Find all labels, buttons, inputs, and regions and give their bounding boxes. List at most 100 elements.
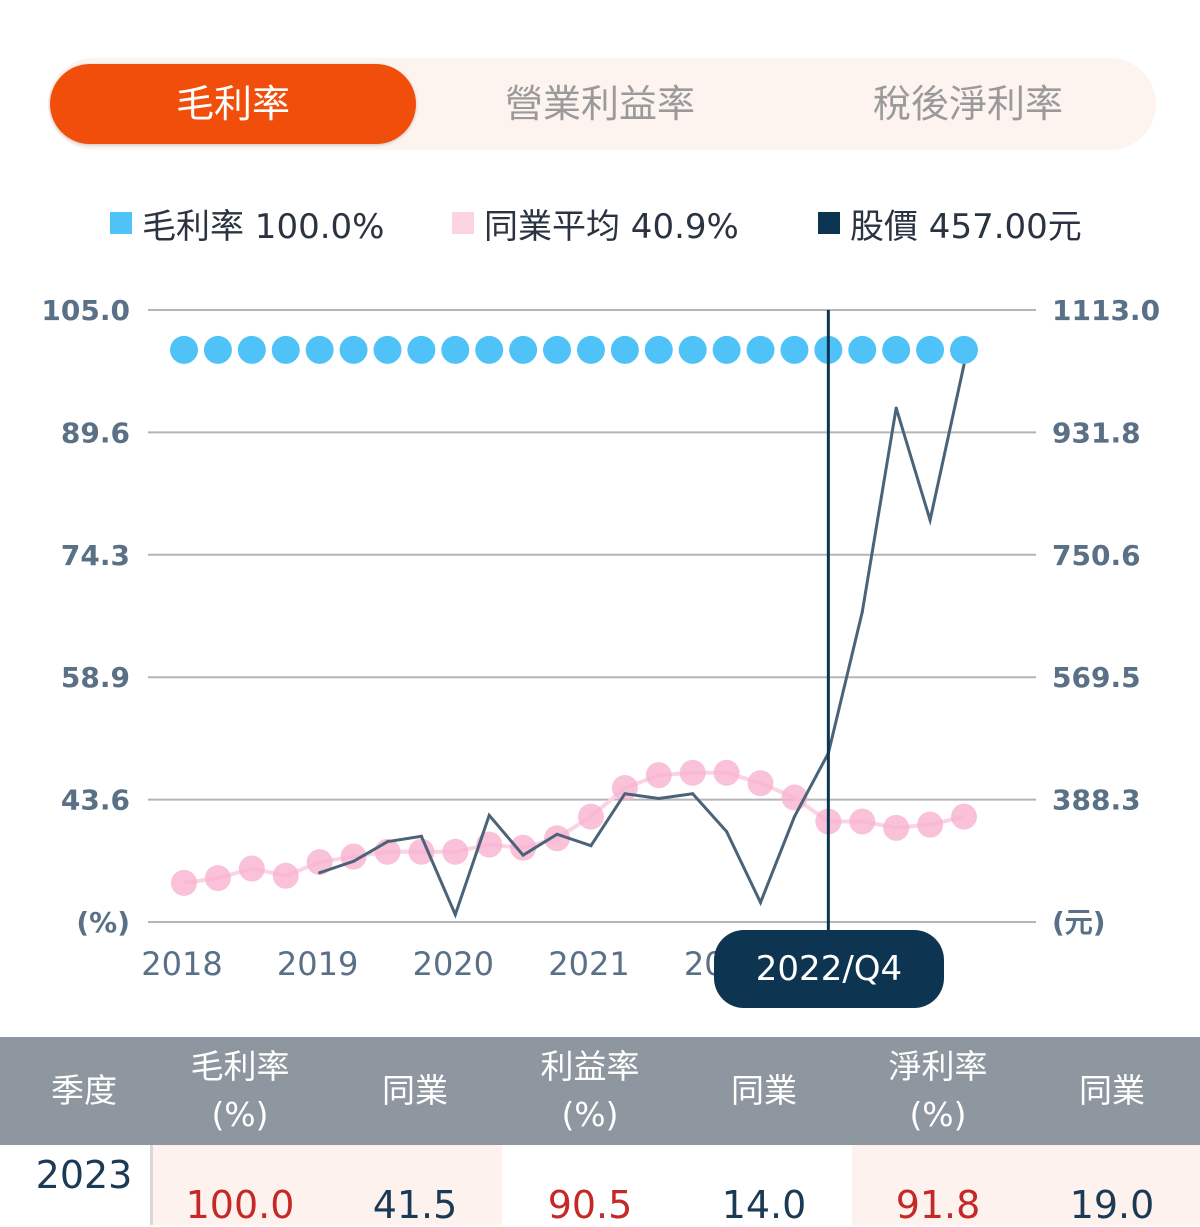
selected-period-tooltip: 2022/Q4 bbox=[714, 930, 944, 1008]
stock-price-point bbox=[318, 871, 322, 875]
stock-price-point bbox=[759, 900, 763, 904]
stock-price-point bbox=[623, 792, 627, 796]
column-header-text: (%) bbox=[211, 1095, 269, 1134]
y-right-tick-label: (元) bbox=[1052, 906, 1106, 939]
gross-margin-point bbox=[950, 335, 978, 364]
stock-price-point bbox=[962, 363, 966, 367]
peer-average-point bbox=[408, 838, 435, 865]
x-tick-label: 2021 bbox=[548, 945, 629, 983]
legend-stock-price: 股價 457.00元 bbox=[818, 198, 1082, 248]
gross-margin-point bbox=[339, 335, 368, 364]
peer-average-point bbox=[442, 838, 469, 865]
legend-label: 同業平均 40.9% bbox=[484, 206, 739, 247]
value-cell: 91.8 bbox=[895, 1183, 981, 1227]
column-divider bbox=[150, 1145, 153, 1225]
gross-margin-point bbox=[916, 335, 945, 364]
peer-average-point bbox=[951, 803, 977, 830]
column-header: 季度 bbox=[51, 1037, 117, 1145]
y-left-tick-label: 89.6 bbox=[61, 416, 130, 449]
tab-gross-margin[interactable]: 毛利率 bbox=[50, 64, 416, 144]
chart-legend: 毛利率 100.0% 同業平均 40.9% 股價 457.00元 bbox=[0, 198, 1200, 248]
value-cell: 41.5 bbox=[372, 1183, 458, 1227]
stock-price-point bbox=[385, 840, 389, 844]
peer-average-point bbox=[306, 849, 333, 876]
stock-price-point bbox=[521, 853, 525, 857]
peer-average-point bbox=[917, 811, 944, 838]
peer-average-point bbox=[611, 774, 638, 801]
y-right-tick-label: 931.8 bbox=[1052, 416, 1141, 449]
stock-price-point bbox=[352, 859, 356, 863]
stock-price-point bbox=[589, 844, 593, 848]
column-header: 淨利率 (%) bbox=[889, 1037, 988, 1145]
gross-margin-point bbox=[644, 335, 673, 364]
stock-price-point bbox=[487, 813, 491, 817]
peer-average-point bbox=[645, 762, 672, 789]
gross-margin-point bbox=[610, 335, 639, 364]
y-left-tick-label: 105.0 bbox=[41, 294, 130, 327]
value-cell: 90.5 bbox=[547, 1183, 633, 1227]
stock-price-point bbox=[419, 834, 423, 838]
value-cell: 100.0 bbox=[185, 1183, 295, 1227]
peer-average-point bbox=[544, 825, 571, 852]
table-row[interactable]: 2023 100.0 41.5 90.5 14.0 91.8 19.0 bbox=[0, 1145, 1200, 1227]
stock-price-point bbox=[792, 815, 796, 819]
gross-margin-point bbox=[543, 335, 572, 364]
stock-price-point bbox=[691, 792, 695, 796]
y-right-tick-label: 750.6 bbox=[1052, 539, 1141, 572]
column-header: 同業 bbox=[1079, 1037, 1145, 1145]
gross-margin-point bbox=[678, 335, 707, 364]
peer-average-point bbox=[747, 770, 774, 797]
gross-margin-point bbox=[305, 335, 334, 364]
column-header: 利益率 (%) bbox=[541, 1037, 640, 1145]
column-header-text: 同業 bbox=[1079, 1071, 1145, 1110]
stock-price-point bbox=[725, 830, 729, 834]
value-cell: 14.0 bbox=[721, 1183, 807, 1227]
column-header-text: 毛利率 bbox=[190, 1047, 290, 1086]
legend-swatch bbox=[110, 212, 132, 234]
y-left-tick-label: (%) bbox=[76, 906, 130, 939]
margin-chart[interactable]: 105.0 1113.0 89.6 931.8 74.3 750.6 58.9 569.5 43… bbox=[0, 0, 1200, 1030]
y-left-tick-label: 43.6 bbox=[61, 784, 130, 817]
gross-margin-point bbox=[509, 335, 538, 364]
tab-operating-margin[interactable]: 營業利益率 bbox=[504, 82, 695, 126]
gross-margin-point bbox=[441, 335, 470, 364]
value-cell: 19.0 bbox=[1069, 1183, 1155, 1227]
legend-gross-margin: 毛利率 100.0% bbox=[110, 198, 384, 248]
column-header-text: 同業 bbox=[731, 1071, 797, 1110]
peer-average-point bbox=[272, 862, 299, 889]
stock-price-point bbox=[894, 406, 898, 410]
stock-price-point bbox=[928, 518, 932, 522]
legend-swatch bbox=[818, 212, 840, 234]
gross-margin-point bbox=[848, 335, 877, 364]
gross-margin-point bbox=[373, 335, 402, 364]
stock-price-line bbox=[319, 364, 966, 919]
gross-margin-point bbox=[170, 335, 198, 364]
gross-margin-point bbox=[882, 335, 911, 364]
legend-label: 毛利率 100.0% bbox=[142, 206, 385, 247]
legend-peer-average: 同業平均 40.9% bbox=[452, 198, 739, 248]
x-tick-label: 2019 bbox=[277, 945, 358, 983]
gross-margin-point bbox=[746, 335, 775, 364]
peer-average-point bbox=[171, 869, 197, 896]
y-left-tick-label: 74.3 bbox=[61, 539, 130, 572]
y-right-tick-label: 569.5 bbox=[1052, 661, 1141, 694]
column-header-text: 季度 bbox=[51, 1071, 117, 1110]
column-header: 同業 bbox=[731, 1037, 797, 1145]
gross-margin-point bbox=[203, 335, 232, 364]
stock-price-point bbox=[860, 610, 864, 614]
gross-margin-point bbox=[407, 335, 436, 364]
column-header-text: 同業 bbox=[382, 1071, 448, 1110]
table-header: 季度 毛利率 (%) 同業 利益率 (%) 同業 淨利率 (%) 同業 bbox=[0, 1037, 1200, 1145]
legend-swatch bbox=[452, 212, 474, 234]
x-tick-label: 2018 bbox=[141, 945, 222, 983]
metric-tabs: 毛利率 營業利益率 稅後淨利率 bbox=[48, 58, 1156, 150]
peer-average-point bbox=[510, 834, 537, 861]
y-left-tick-label: 58.9 bbox=[61, 661, 130, 694]
gross-margin-point bbox=[576, 335, 605, 364]
gross-margin-point bbox=[712, 335, 741, 364]
y-right-tick-label: 1113.0 bbox=[1052, 294, 1160, 327]
peer-average-point bbox=[679, 759, 706, 786]
stock-price-point bbox=[555, 832, 559, 836]
tab-net-margin[interactable]: 稅後淨利率 bbox=[872, 82, 1063, 126]
x-tick-label: 2020 bbox=[413, 945, 494, 983]
